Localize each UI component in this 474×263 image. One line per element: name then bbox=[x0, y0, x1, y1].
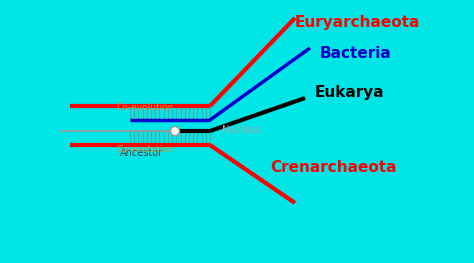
Text: Euryarchaeota: Euryarchaeota bbox=[295, 16, 420, 31]
Text: Eukarya: Eukarya bbox=[315, 85, 384, 100]
Text: Bacteria: Bacteria bbox=[320, 45, 392, 60]
Text: Ancestor: Ancestor bbox=[120, 148, 163, 158]
Text: Co-evolution: Co-evolution bbox=[117, 104, 174, 113]
Circle shape bbox=[171, 127, 180, 135]
Text: Crenarchaeota: Crenarchaeota bbox=[270, 160, 396, 175]
Text: Co-evolution: Co-evolution bbox=[117, 144, 174, 154]
Text: Nucleus: Nucleus bbox=[222, 125, 261, 135]
